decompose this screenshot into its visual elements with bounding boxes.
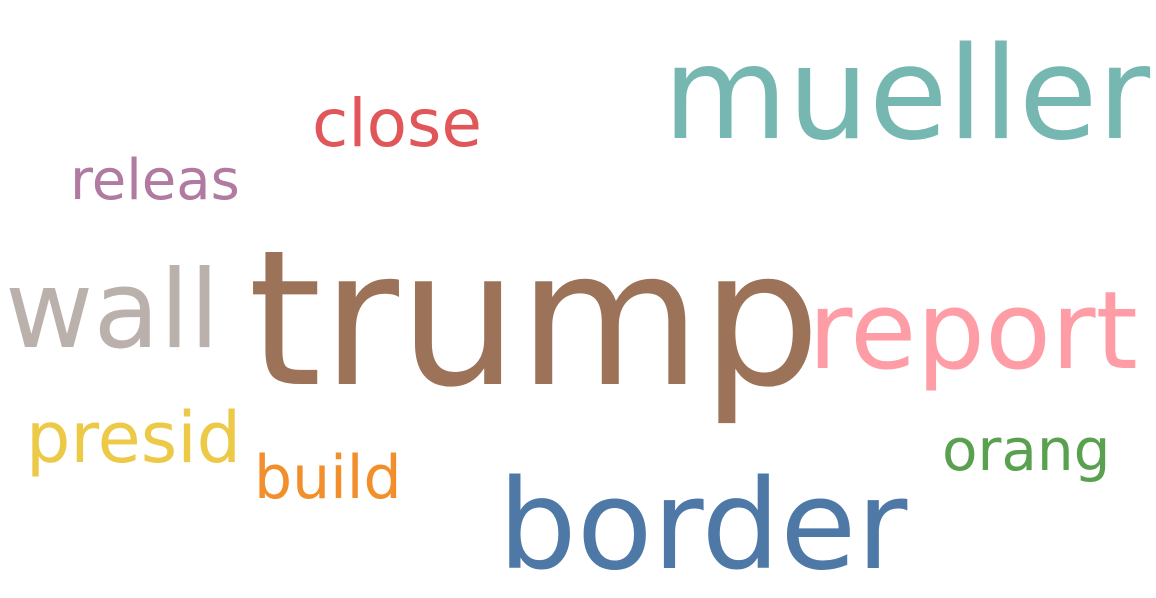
word-wall: wall	[5, 248, 220, 373]
word-mueller: mueller	[663, 20, 1151, 169]
word-build: build	[254, 443, 402, 513]
word-close: close	[312, 85, 482, 162]
word-trump: trump	[248, 210, 821, 429]
word-orang: orang	[942, 416, 1111, 484]
word-releas: releas	[70, 148, 240, 213]
word-presid: presid	[26, 397, 242, 479]
word-report: report	[808, 269, 1138, 394]
word-border: border	[498, 454, 908, 598]
